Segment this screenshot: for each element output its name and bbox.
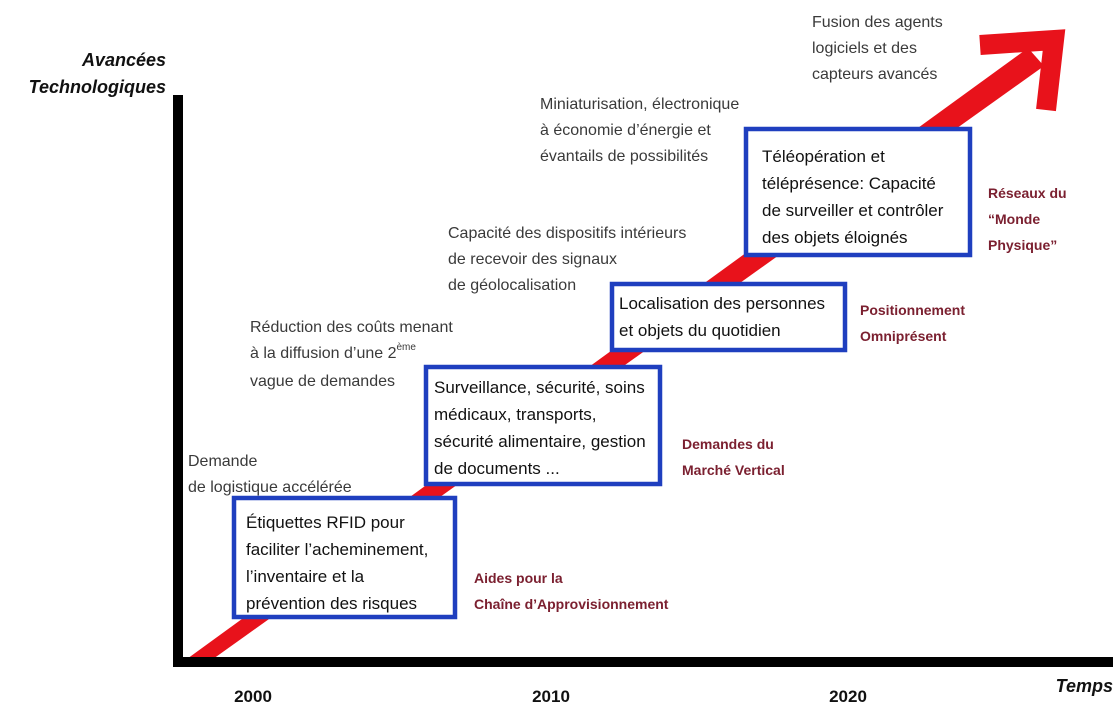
- y-axis: [173, 95, 183, 667]
- note: Réduction des coûts menant: [250, 319, 453, 336]
- phase-label: Chaîne d’Approvisionnement: [474, 596, 669, 612]
- note: de recevoir des signaux: [448, 251, 617, 268]
- note: Miniaturisation, électronique: [540, 96, 739, 113]
- phase-label: Aides pour la: [474, 570, 563, 586]
- box-text: de surveiller et contrôler: [762, 201, 944, 220]
- note: vague de demandes: [250, 373, 395, 390]
- phase-label: Demandes du: [682, 436, 774, 452]
- x-axis: [173, 657, 1113, 667]
- phase-label: Réseaux du: [988, 185, 1067, 201]
- year-label: 2000: [234, 687, 272, 706]
- phase-label: Positionnement: [860, 302, 965, 318]
- box-text: l’inventaire et la: [246, 567, 365, 586]
- box-text: et objets du quotidien: [619, 321, 781, 340]
- box-text: Téléopération et: [762, 147, 885, 166]
- box-text: des objets éloignés: [762, 228, 908, 247]
- box-text: de documents ...: [434, 459, 560, 478]
- milestone-box: [743, 126, 973, 258]
- note: à économie d’énergie et: [540, 122, 711, 139]
- box-text: Étiquettes RFID pour: [246, 513, 405, 532]
- phase-label: Omniprésent: [860, 328, 947, 344]
- note: évantails de possibilités: [540, 148, 708, 165]
- y-axis-title: Avancées: [81, 50, 166, 70]
- arrow-head: [979, 29, 1066, 112]
- note: capteurs avancés: [812, 66, 937, 83]
- phase-label: Physique”: [988, 237, 1057, 253]
- box-text: Surveillance, sécurité, soins: [434, 378, 645, 397]
- box-text: sécurité alimentaire, gestion: [434, 432, 646, 451]
- milestone-box: [609, 281, 848, 353]
- box-text: prévention des risques: [246, 594, 417, 613]
- phase-label: Marché Vertical: [682, 462, 785, 478]
- y-axis-title: Technologiques: [29, 77, 166, 97]
- phase-label: “Monde: [988, 211, 1040, 227]
- x-axis-title: Temps: [1056, 676, 1113, 696]
- note: de géolocalisation: [448, 277, 576, 294]
- superscript: ème: [396, 342, 416, 353]
- box-text: téléprésence: Capacité: [762, 174, 936, 193]
- note: Capacité des dispositifs intérieurs: [448, 225, 686, 242]
- note: Demande: [188, 453, 257, 470]
- year-label: 2020: [829, 687, 867, 706]
- note: à la diffusion d’une 2ème: [250, 342, 416, 362]
- note: logiciels et des: [812, 40, 917, 57]
- box-text: faciliter l’acheminement,: [246, 540, 428, 559]
- year-label: 2010: [532, 687, 570, 706]
- note: de logistique accélérée: [188, 479, 352, 496]
- box-text: médicaux, transports,: [434, 405, 597, 424]
- note-line: à la diffusion d’une 2: [250, 345, 397, 362]
- note: Fusion des agents: [812, 14, 943, 31]
- milestone-box: [231, 495, 458, 620]
- milestone-box: [423, 364, 663, 487]
- box-text: Localisation des personnes: [619, 294, 825, 313]
